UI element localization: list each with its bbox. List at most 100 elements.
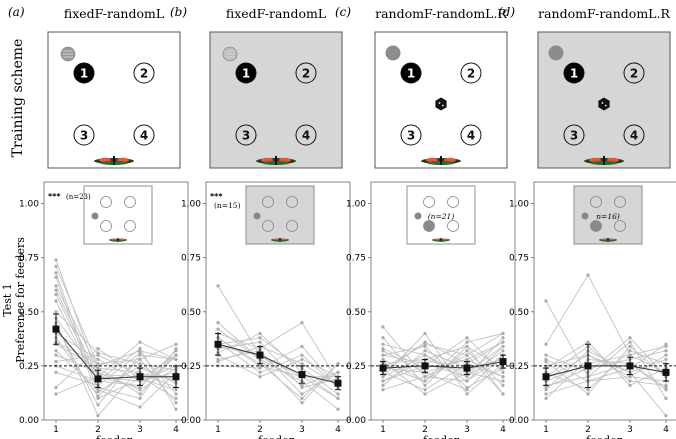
x-tick-label: 3 [299, 425, 305, 435]
y-tick-label: 0.50 [181, 308, 201, 318]
y-tick-label: 0.75 [19, 254, 39, 264]
y-tick-label: 0.00 [181, 416, 201, 426]
individual-point [381, 336, 385, 340]
individual-point [628, 375, 632, 379]
individual-line [545, 341, 667, 399]
feeder-circle-2 [295, 62, 317, 84]
x-tick-label: 4 [663, 425, 669, 435]
test-inset [245, 185, 315, 245]
individual-point [336, 370, 340, 374]
individual-point [174, 349, 178, 353]
preference-plot: 0.00 0.25 0.50 0.75 1.00 1 2 3 4 feeder *** (n=23) [19, 181, 189, 439]
feeder-number-1: 1 [407, 67, 415, 81]
inset-feeder [447, 196, 459, 208]
feeder-number-1: 1 [80, 67, 88, 81]
y-tick-label: 0.25 [509, 362, 529, 372]
individual-point [501, 379, 505, 383]
feeder-number-3: 3 [570, 129, 578, 143]
individual-line [545, 358, 667, 399]
individual-point [96, 357, 100, 362]
individual-point [628, 336, 632, 340]
preference-plot: 0.00 0.25 0.50 0.75 1.00 1 2 3 4 feeder (n=21) [346, 181, 516, 439]
individual-point [138, 351, 142, 355]
x-tick-label: 4 [335, 425, 341, 435]
feeder-number-4: 4 [467, 129, 475, 143]
mean-marker [584, 362, 592, 370]
y-tick-label: 0.25 [346, 362, 366, 372]
butterfly-spot [607, 157, 619, 163]
y-tick-label: 0.25 [181, 362, 201, 372]
individual-point [54, 284, 58, 288]
mean-line [382, 361, 504, 369]
feeder-number-2: 2 [302, 67, 310, 81]
y-tick-label: 1.00 [346, 200, 366, 210]
individual-point [138, 405, 142, 409]
feeder-circle-1 [400, 62, 422, 84]
feeder-circle-2 [133, 62, 155, 84]
individual-point [54, 370, 58, 374]
mean-marker [542, 373, 550, 381]
x-tick-label: 3 [627, 425, 633, 435]
individual-line [545, 354, 667, 416]
pattern-dot [438, 102, 441, 104]
individual-line [55, 322, 177, 417]
butterfly-body [117, 237, 119, 242]
individual-point [465, 388, 469, 392]
individual-point [300, 344, 304, 349]
individual-point [501, 331, 505, 336]
butterfly-body [113, 156, 115, 165]
individual-point [423, 349, 427, 353]
inset-grey-cue [91, 212, 99, 220]
inset-grey-cue [414, 212, 422, 220]
individual-point [501, 344, 505, 349]
individual-line [217, 345, 339, 386]
individual-point [664, 385, 668, 390]
mean-marker [298, 371, 306, 379]
feeder-circle-4 [133, 124, 155, 146]
n-label: (n=23) [66, 193, 91, 201]
individual-point [96, 394, 100, 398]
y-tick-label: 0.75 [181, 254, 201, 264]
feeder-circle-1 [563, 62, 585, 84]
y-tick-label: 0.75 [346, 254, 366, 264]
training-scheme-box: 1 2 3 4 [537, 31, 671, 169]
y-tick-label: 0.00 [19, 416, 39, 426]
individual-point [96, 353, 100, 357]
y-tick-label: 0.75 [509, 254, 529, 264]
panel-title: fixedF-randomL [64, 6, 164, 21]
test-label: Test 1 [1, 283, 14, 317]
individual-point [336, 396, 340, 400]
individual-point [54, 353, 58, 357]
mean-marker [172, 373, 180, 381]
individual-point [336, 362, 340, 366]
butterfly-spot [281, 238, 287, 241]
x-tick-label: 2 [257, 425, 263, 435]
test-inset [406, 185, 476, 245]
individual-line [55, 348, 177, 388]
n-label: (n=15) [214, 201, 241, 210]
x-tick-label: 1 [53, 425, 59, 435]
preference-plot: 0.00 0.25 0.50 0.75 1.00 1 2 3 4 feeder ***(n=15) [181, 181, 351, 439]
feeder-number-1: 1 [242, 67, 250, 81]
inset-feeder [262, 220, 274, 232]
mean-line [217, 343, 339, 384]
individual-point [664, 349, 668, 353]
panel-title: fixedF-randomL [226, 6, 326, 21]
feeder-circle-3 [563, 124, 585, 146]
panel-title: randomF-randomL.R [538, 6, 670, 21]
individual-point [423, 392, 427, 396]
feeder-circle-2 [623, 62, 645, 84]
y-tick-label: 1.00 [509, 200, 529, 210]
individual-point [381, 383, 385, 387]
individual-point [628, 340, 632, 344]
feeder-circle-3 [73, 124, 95, 146]
y-tick-label: 0.25 [19, 362, 39, 372]
panel-letter: (d) [498, 5, 515, 19]
pattern-dot [441, 104, 444, 107]
individual-point [381, 375, 385, 379]
individual-line [382, 346, 504, 395]
mean-marker [379, 364, 387, 372]
individual-line [382, 343, 504, 395]
individual-point [501, 340, 505, 344]
butterfly-spot [117, 157, 129, 163]
